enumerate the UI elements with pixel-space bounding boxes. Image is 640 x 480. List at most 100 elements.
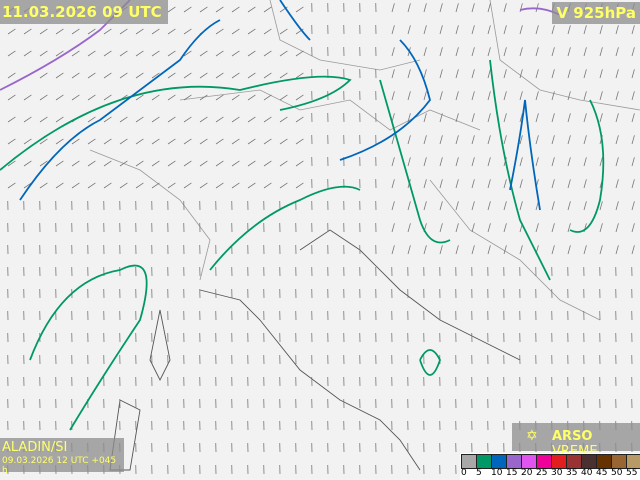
wind-barb bbox=[199, 116, 208, 123]
wind-barb bbox=[231, 182, 240, 189]
wind-barb bbox=[71, 94, 80, 101]
wind-barb bbox=[615, 179, 619, 189]
wind-barb bbox=[455, 25, 459, 35]
field-label: V 925hPa bbox=[552, 2, 640, 24]
wind-barb bbox=[583, 179, 587, 189]
wind-barb bbox=[615, 69, 619, 79]
wind-barb bbox=[55, 50, 64, 57]
wind-barb bbox=[407, 25, 411, 35]
wind-barb bbox=[87, 116, 96, 123]
wind-barb bbox=[215, 28, 224, 35]
wind-barb bbox=[599, 201, 603, 211]
brand-logo[interactable]: ✡ ARSO VREME bbox=[512, 423, 640, 459]
wind-barb bbox=[583, 113, 587, 123]
wind-barb bbox=[503, 179, 507, 189]
wind-barb bbox=[455, 3, 459, 13]
wind-barb bbox=[551, 113, 555, 123]
wind-barb bbox=[423, 135, 427, 145]
wind-barb bbox=[503, 25, 507, 35]
wind-barb bbox=[135, 72, 144, 79]
color-legend: 0 5 10 15 20 25 30 35 40 45 50 55 bbox=[460, 453, 640, 480]
wind-barb bbox=[551, 179, 555, 189]
wind-barb bbox=[407, 135, 411, 145]
wind-barb bbox=[215, 116, 224, 123]
wind-barb bbox=[87, 50, 96, 57]
contour-5 bbox=[569, 99, 605, 233]
wind-barb bbox=[247, 94, 256, 101]
wind-barb bbox=[295, 182, 304, 189]
contour-5 bbox=[419, 349, 441, 376]
wind-barb bbox=[55, 28, 64, 35]
wind-barb bbox=[55, 72, 64, 79]
wind-barb bbox=[567, 135, 571, 145]
legend-label: 40 bbox=[581, 468, 593, 478]
wind-barb bbox=[295, 72, 304, 79]
wind-barb bbox=[247, 160, 256, 167]
wind-barb bbox=[183, 94, 192, 101]
wind-barb bbox=[631, 157, 635, 167]
wind-barb bbox=[487, 69, 491, 79]
wind-barb bbox=[487, 157, 491, 167]
wind-barb bbox=[7, 116, 16, 123]
wind-barb bbox=[119, 182, 128, 189]
wind-barb bbox=[119, 50, 128, 57]
wind-barb bbox=[535, 25, 539, 35]
wind-barb bbox=[615, 245, 619, 255]
wind-barb bbox=[551, 135, 555, 145]
wind-barb bbox=[631, 135, 635, 145]
wind-barb bbox=[471, 223, 475, 233]
wind-barb bbox=[39, 72, 48, 79]
wind-barb bbox=[567, 245, 571, 255]
wind-barb bbox=[391, 91, 395, 101]
wind-barb bbox=[55, 182, 64, 189]
contour-5 bbox=[379, 79, 451, 244]
wind-barb bbox=[503, 47, 507, 57]
wind-barb bbox=[535, 135, 539, 145]
wind-barb bbox=[215, 138, 224, 145]
wind-barb bbox=[55, 94, 64, 101]
wind-barb bbox=[487, 179, 491, 189]
wind-barb bbox=[423, 201, 427, 211]
wind-barb bbox=[535, 157, 539, 167]
wind-barb bbox=[231, 138, 240, 145]
wind-barb bbox=[535, 47, 539, 57]
wind-barb bbox=[263, 50, 272, 57]
wind-barb bbox=[87, 182, 96, 189]
wind-barb bbox=[487, 3, 491, 13]
wind-barb bbox=[87, 94, 96, 101]
wind-barb bbox=[215, 160, 224, 167]
wind-barb bbox=[439, 245, 443, 255]
wind-barb bbox=[567, 201, 571, 211]
wind-barb bbox=[7, 182, 16, 189]
wind-barb bbox=[215, 72, 224, 79]
wind-barb bbox=[583, 135, 587, 145]
wind-barb bbox=[23, 94, 32, 101]
wind-barb bbox=[519, 179, 523, 189]
wind-barb bbox=[39, 138, 48, 145]
wind-barb bbox=[263, 160, 272, 167]
wind-barb bbox=[231, 6, 240, 13]
contour-5 bbox=[209, 185, 361, 271]
wind-barb bbox=[455, 113, 459, 123]
wind-barb bbox=[279, 72, 288, 79]
wind-barb bbox=[503, 245, 507, 255]
legend-swatch bbox=[581, 454, 597, 469]
legend-swatch bbox=[461, 454, 477, 469]
wind-barb bbox=[615, 47, 619, 57]
wind-barb bbox=[151, 160, 160, 167]
wind-barb bbox=[391, 3, 395, 13]
wind-barbs bbox=[7, 2, 635, 475]
wind-barb bbox=[455, 157, 459, 167]
wind-barb bbox=[23, 138, 32, 145]
wind-barb bbox=[103, 50, 112, 57]
wind-barb bbox=[487, 91, 491, 101]
wind-barb bbox=[599, 223, 603, 233]
wind-barb bbox=[183, 138, 192, 145]
wind-barb bbox=[135, 28, 144, 35]
wind-barb bbox=[391, 179, 395, 189]
wind-barb bbox=[151, 116, 160, 123]
wind-barb bbox=[279, 160, 288, 167]
wind-barb bbox=[391, 201, 395, 211]
wind-barb bbox=[199, 94, 208, 101]
wind-barb bbox=[599, 25, 603, 35]
